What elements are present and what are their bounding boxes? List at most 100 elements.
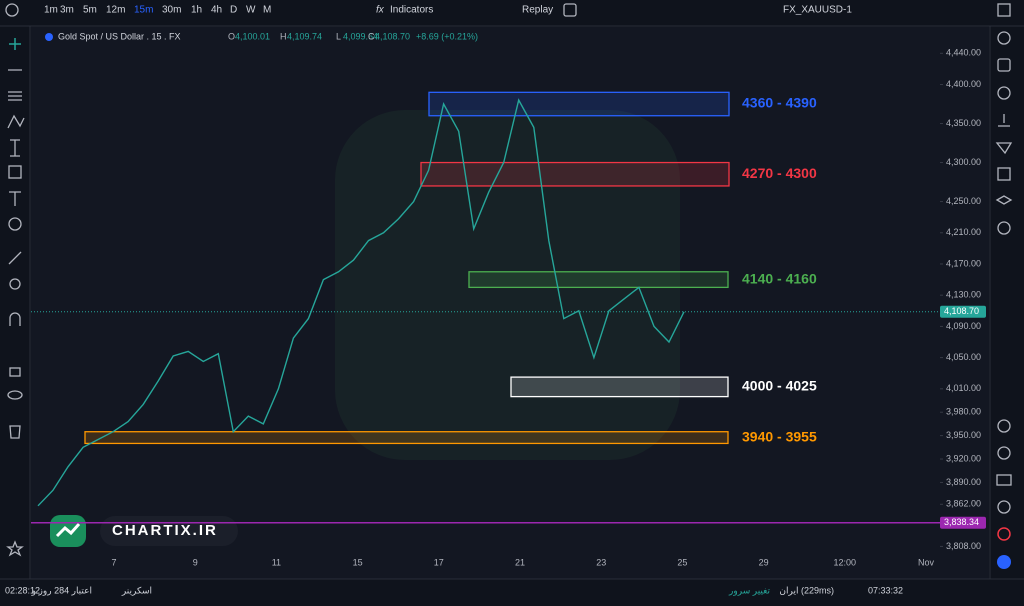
lock-tool[interactable] [9, 367, 21, 377]
y-tick-label: 4,440.00 [946, 48, 981, 58]
interval-button[interactable]: 3m [60, 5, 74, 16]
power-icon[interactable] [997, 527, 1011, 541]
zone-box [468, 271, 729, 289]
crosshair-tool[interactable] [9, 38, 21, 50]
x-tick-label: 17 [434, 557, 444, 567]
server-status: ایران (229ms) [779, 585, 834, 595]
y-tick-label: 4,130.00 [946, 290, 981, 300]
x-tick-label: 15 [353, 557, 363, 567]
replay-button[interactable]: Replay [522, 5, 553, 16]
zone-label: 4360 - 4390 [742, 95, 817, 111]
ideas-icon[interactable] [995, 142, 1013, 155]
interval-button[interactable]: 5m [83, 5, 97, 16]
x-tick-label: 9 [193, 557, 198, 567]
last-price-badge [940, 305, 986, 318]
dollar-icon[interactable] [997, 58, 1011, 72]
x-tick-label: 23 [596, 557, 606, 567]
line-tool[interactable] [8, 69, 22, 101]
legend-high: 4,109.74 [287, 31, 322, 41]
screener-button[interactable]: اسکرینر [121, 585, 152, 595]
fx-icon: fx [376, 5, 385, 16]
legend-low: 4,099.64 [343, 31, 378, 41]
y-tick-label: 3,862.00 [946, 499, 981, 509]
y-tick-label: 3,808.00 [946, 541, 981, 551]
zone-box [84, 431, 729, 445]
level-badge [940, 516, 986, 529]
y-tick-label: 4,090.00 [946, 321, 981, 331]
help-icon[interactable] [997, 419, 1011, 433]
session-time: 02:28:12 [5, 585, 40, 595]
zone-label: 4000 - 4025 [742, 378, 817, 394]
legend-symbol: Gold Spot / US Dollar . 15 . FX [58, 31, 181, 41]
zoom-tool[interactable] [9, 278, 21, 290]
watermark-text: CHARTIX.IR [112, 522, 218, 539]
interval-button[interactable]: D [230, 5, 237, 16]
x-tick-label: 11 [272, 557, 281, 567]
interval-button[interactable]: 1h [191, 5, 202, 16]
interval-button[interactable]: W [246, 5, 256, 16]
watermark-pill [100, 516, 238, 546]
x-tick-label: 7 [111, 557, 116, 567]
download-icon[interactable] [998, 114, 1010, 127]
delete-tool[interactable] [9, 425, 21, 439]
favorites-tool[interactable] [6, 540, 24, 557]
y-tick-label: 3,890.00 [946, 477, 981, 487]
avatar-icon[interactable] [997, 555, 1011, 569]
zone-box [420, 161, 730, 187]
credit-text: اعتبار 284 روز و [31, 585, 92, 595]
interval-button[interactable]: 1m [44, 5, 58, 16]
interval-button[interactable]: 12m [106, 5, 125, 16]
interval-button[interactable]: 30m [162, 5, 181, 16]
zone-label: 3940 - 3955 [742, 428, 817, 444]
indicators-button[interactable]: Indicators [390, 5, 433, 16]
share-icon[interactable] [997, 446, 1011, 460]
hide-tool[interactable] [7, 390, 23, 400]
emoji-tool[interactable] [8, 217, 22, 231]
layers-icon[interactable] [995, 195, 1013, 205]
globe-icon[interactable] [997, 221, 1011, 235]
y-tick-label: 3,980.00 [946, 407, 981, 417]
legend-change: +8.69 (+0.21%) [416, 31, 478, 41]
measure-tool[interactable] [10, 139, 20, 157]
price-line [37, 98, 685, 507]
zone-label: 4270 - 4300 [742, 165, 817, 181]
layout-icon[interactable] [563, 3, 577, 17]
alert-icon[interactable] [997, 86, 1011, 100]
left-tools [6, 38, 25, 557]
y-tick-label: 4,170.00 [946, 258, 981, 268]
text-tool[interactable] [9, 191, 21, 206]
calendar-icon[interactable] [997, 167, 1011, 181]
menu-icon[interactable] [997, 500, 1011, 514]
y-tick-label: 4,010.00 [946, 383, 981, 393]
y-tick-label: 4,250.00 [946, 196, 981, 206]
interval-button[interactable]: M [263, 5, 271, 16]
x-tick-label: 25 [677, 557, 687, 567]
legend-o: O [228, 31, 235, 41]
zone-box [428, 91, 730, 117]
clock: 07:33:32 [868, 585, 903, 595]
search-icon[interactable] [997, 31, 1011, 45]
y-tick-label: 4,300.00 [946, 157, 981, 167]
right-tools [995, 3, 1013, 569]
interval-button[interactable]: 4h [211, 5, 222, 16]
y-tick-label: 4,050.00 [946, 352, 981, 362]
brush-tool[interactable] [8, 165, 22, 179]
pattern-tool[interactable] [7, 114, 25, 129]
magnet-tool[interactable] [9, 312, 21, 326]
add-icon[interactable] [5, 3, 19, 17]
x-tick-label: Nov [918, 557, 935, 567]
change-server-button[interactable]: تغییر سرور [728, 585, 770, 595]
watermark-shape [335, 110, 680, 460]
ruler-tool[interactable] [8, 251, 22, 265]
last-price-label: 4,108.70 [944, 306, 979, 316]
zone-box [510, 376, 729, 398]
fullscreen-icon[interactable] [997, 3, 1011, 17]
y-tick-label: 4,400.00 [946, 79, 981, 89]
y-tick-label: 3,920.00 [946, 453, 981, 463]
interval-button[interactable]: 15m [134, 5, 153, 16]
symbol-name[interactable]: FX_XAUUSD-1 [783, 5, 852, 16]
x-tick-label: 29 [759, 557, 769, 567]
legend-l: L [336, 31, 341, 41]
chat-icon[interactable] [996, 474, 1012, 486]
